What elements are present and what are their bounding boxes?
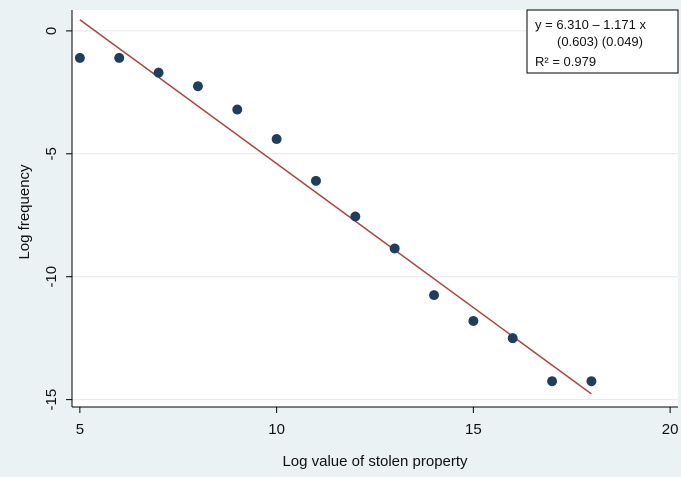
data-point bbox=[192, 81, 203, 92]
annotation-equation: y = 6.310 – 1.171 x bbox=[535, 17, 646, 32]
regression-fit-line bbox=[79, 19, 592, 395]
y-tick-label: -10 bbox=[43, 266, 60, 288]
annotation-r-squared: R² = 0.979 bbox=[535, 54, 596, 69]
data-point bbox=[389, 243, 400, 254]
tick-labels: 0 -5 -10 -15 5 10 15 20 bbox=[43, 27, 678, 438]
annotation-box bbox=[526, 9, 679, 74]
data-point bbox=[586, 376, 597, 387]
y-tick-label: 0 bbox=[43, 27, 60, 35]
x-tick-label: 5 bbox=[76, 421, 84, 438]
y-tick-label: -5 bbox=[43, 147, 60, 160]
plot-background bbox=[72, 10, 678, 407]
data-point bbox=[468, 315, 479, 326]
y-tick-label: -15 bbox=[43, 389, 60, 411]
data-point bbox=[429, 290, 440, 301]
axes bbox=[66, 10, 678, 413]
data-point bbox=[507, 333, 518, 344]
fit-line-group bbox=[79, 19, 592, 395]
data-point bbox=[271, 134, 282, 145]
data-points bbox=[74, 52, 597, 387]
data-point bbox=[547, 376, 558, 387]
data-point bbox=[153, 67, 164, 78]
data-point bbox=[232, 104, 243, 115]
annotation-standard-errors: (0.603) (0.049) bbox=[557, 34, 643, 49]
x-tick-label: 20 bbox=[662, 421, 679, 438]
data-point bbox=[114, 52, 125, 63]
y-axis-title: Log frequency bbox=[16, 164, 33, 260]
data-point bbox=[350, 211, 361, 222]
x-tick-label: 15 bbox=[465, 421, 482, 438]
x-axis-title: Log value of stolen property bbox=[282, 453, 468, 470]
regression-annotation: y = 6.310 – 1.171 x (0.603) (0.049) R² =… bbox=[526, 9, 679, 74]
data-point bbox=[74, 52, 85, 63]
data-point bbox=[310, 175, 321, 186]
x-tick-label: 10 bbox=[268, 421, 285, 438]
